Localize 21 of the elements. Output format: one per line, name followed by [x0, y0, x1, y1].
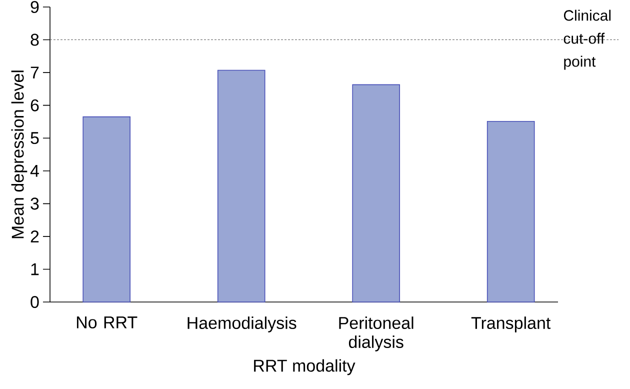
bar [486, 121, 535, 302]
y-tick-label: 0 [30, 296, 39, 308]
y-tick-label: 1 [31, 263, 39, 276]
y-tick-label: 8 [30, 34, 39, 46]
ref-line-label: Clinical cut-off point [564, 10, 611, 70]
y-tick-label: 2 [30, 230, 39, 242]
x-tick-label: Peritoneal dialysis [339, 316, 414, 352]
x-axis-title: RRT modality [254, 359, 356, 376]
y-tick-label: 6 [30, 99, 39, 112]
y-tick-label: 4 [30, 165, 39, 177]
y-tick-label: 9 [30, 0, 39, 14]
y-tick-label: 7 [30, 66, 39, 78]
x-tick-label: Transplant [471, 316, 551, 332]
bar [82, 116, 130, 302]
y-axis-title: Mean depression level [11, 70, 28, 238]
bar [217, 70, 266, 302]
bar [352, 84, 400, 302]
x-tick-label: Haemodialysis [188, 316, 296, 332]
y-tick-label: 3 [30, 198, 39, 210]
x-tick-label: No RRT [76, 316, 138, 328]
y-tick-label: 5 [30, 132, 39, 144]
